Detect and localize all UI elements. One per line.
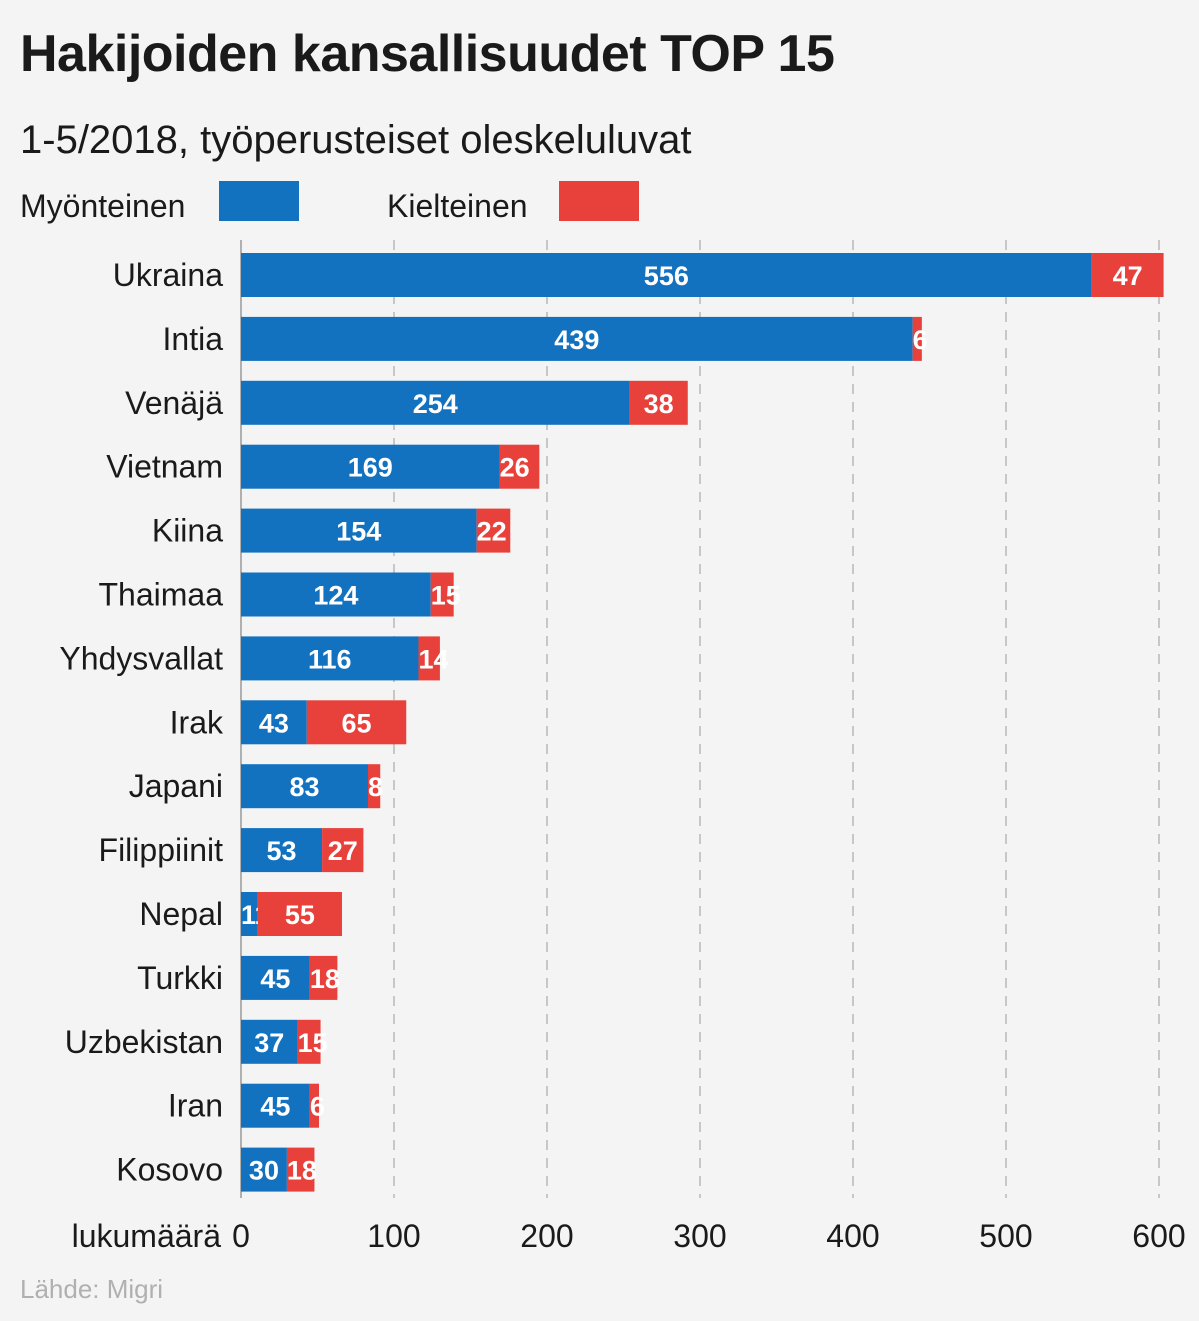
bar-myonteinen-filippiinit (241, 828, 323, 873)
data-label-kielteinen-kiina: 22 (477, 517, 507, 547)
data-label-kielteinen-venäjä: 38 (644, 389, 674, 419)
x-axis-label: lukumäärä (72, 1218, 222, 1254)
data-label-kielteinen-yhdysvallat: 14 (418, 644, 448, 674)
data-label-myonteinen-uzbekistan: 37 (254, 1028, 284, 1058)
legend-label-kielteinen: Kielteinen (387, 188, 528, 224)
bar-kielteinen-nepal (257, 892, 342, 936)
data-label-myonteinen-irak: 43 (259, 708, 289, 738)
bar-kielteinen-japani (367, 764, 381, 809)
data-label-kielteinen-vietnam: 26 (500, 453, 530, 483)
data-label-kielteinen-irak: 65 (341, 708, 371, 738)
data-label-kielteinen-kosovo: 18 (287, 1156, 317, 1186)
legend-label-myonteinen: Myönteinen (20, 188, 186, 224)
bar-kielteinen-irak (306, 700, 407, 745)
bar-myonteinen-thaimaa (241, 572, 431, 617)
bar-myonteinen-japani (241, 764, 368, 809)
x-tick-label-300: 300 (673, 1218, 726, 1254)
bar-myonteinen-venäjä (241, 380, 630, 425)
x-tick-label-0: 0 (232, 1218, 250, 1254)
category-label-uzbekistan: Uzbekistan (65, 1024, 223, 1060)
legend-swatch-myonteinen (219, 181, 299, 221)
data-label-kielteinen-intia: 6 (913, 325, 928, 355)
data-label-myonteinen-yhdysvallat: 116 (308, 644, 352, 674)
bar-myonteinen-intia (241, 316, 913, 361)
data-label-myonteinen-vietnam: 169 (348, 453, 393, 483)
bar-kielteinen-uzbekistan (297, 1019, 321, 1064)
bar-kielteinen-turkki (309, 955, 338, 1000)
bar-myonteinen-iran (241, 1083, 310, 1128)
category-label-turkki: Turkki (137, 960, 223, 996)
category-label-iran: Iran (168, 1088, 223, 1124)
data-label-kielteinen-ukraina: 47 (1113, 261, 1143, 291)
x-tick-label-400: 400 (826, 1218, 879, 1254)
category-label-nepal: Nepal (139, 896, 223, 932)
chart-title: Hakijoiden kansallisuudet TOP 15 (20, 25, 835, 83)
bar-kielteinen-thaimaa (430, 572, 454, 617)
data-label-myonteinen-venäjä: 254 (413, 389, 458, 419)
bar-kielteinen-vietnam (499, 444, 540, 489)
category-label-irak: Irak (170, 704, 224, 740)
data-label-myonteinen-japani: 83 (289, 772, 319, 802)
bar-myonteinen-uzbekistan (241, 1019, 298, 1064)
bar-myonteinen-kiina (241, 508, 477, 553)
data-label-kielteinen-nepal: 55 (285, 900, 315, 930)
source-note: Lähde: Migri (20, 1274, 164, 1304)
category-label-kosovo: Kosovo (116, 1152, 223, 1188)
data-label-kielteinen-filippiinit: 27 (328, 836, 358, 866)
data-label-kielteinen-thaimaa: 15 (431, 581, 461, 611)
bar-myonteinen-nepal (241, 892, 258, 936)
category-label-yhdysvallat: Yhdysvallat (59, 640, 223, 676)
bar-kielteinen-yhdysvallat (418, 636, 440, 681)
category-label-thaimaa: Thaimaa (99, 577, 224, 613)
bar-kielteinen-filippiinit (322, 828, 364, 873)
category-label-filippiinit: Filippiinit (99, 832, 224, 868)
category-label-vietnam: Vietnam (106, 449, 223, 485)
data-label-kielteinen-iran: 6 (310, 1092, 325, 1122)
x-tick-label-200: 200 (520, 1218, 573, 1254)
data-label-myonteinen-turkki: 45 (260, 964, 290, 994)
x-tick-label-600: 600 (1132, 1218, 1185, 1254)
bar-kielteinen-iran (309, 1083, 320, 1128)
bar-myonteinen-irak (241, 700, 307, 745)
x-tick-label-500: 500 (979, 1218, 1032, 1254)
data-label-kielteinen-japani: 8 (368, 772, 383, 802)
bar-kielteinen-venäjä (629, 380, 688, 425)
category-label-japani: Japani (129, 768, 223, 804)
data-label-myonteinen-intia: 439 (554, 325, 599, 355)
bar-kielteinen-kosovo (286, 1147, 315, 1192)
legend-swatch-kielteinen (559, 181, 639, 221)
x-tick-label-100: 100 (367, 1218, 420, 1254)
category-label-kiina: Kiina (152, 513, 223, 549)
bar-kielteinen-intia (912, 316, 922, 361)
chart-subtitle: 1-5/2018, työperusteiset oleskeluluvat (20, 118, 692, 162)
bar-myonteinen-vietnam (241, 444, 500, 489)
data-label-myonteinen-iran: 45 (260, 1092, 290, 1122)
data-label-kielteinen-turkki: 18 (310, 964, 340, 994)
bar-myonteinen-yhdysvallat (241, 636, 419, 681)
bar-myonteinen-turkki (241, 955, 310, 1000)
bar-myonteinen-kosovo (241, 1147, 287, 1192)
bar-kielteinen-kiina (476, 508, 511, 553)
data-label-myonteinen-ukraina: 556 (644, 261, 689, 291)
category-label-intia: Intia (163, 321, 224, 357)
category-label-ukraina: Ukraina (113, 257, 223, 293)
data-label-myonteinen-kiina: 154 (336, 517, 381, 547)
category-label-venäjä: Venäjä (125, 385, 223, 421)
bar-myonteinen-ukraina (241, 253, 1092, 297)
bar-kielteinen-ukraina (1091, 253, 1164, 297)
data-label-myonteinen-filippiinit: 53 (267, 836, 297, 866)
data-label-kielteinen-uzbekistan: 15 (298, 1028, 328, 1058)
data-label-myonteinen-thaimaa: 124 (313, 581, 358, 611)
data-label-myonteinen-kosovo: 30 (249, 1156, 279, 1186)
